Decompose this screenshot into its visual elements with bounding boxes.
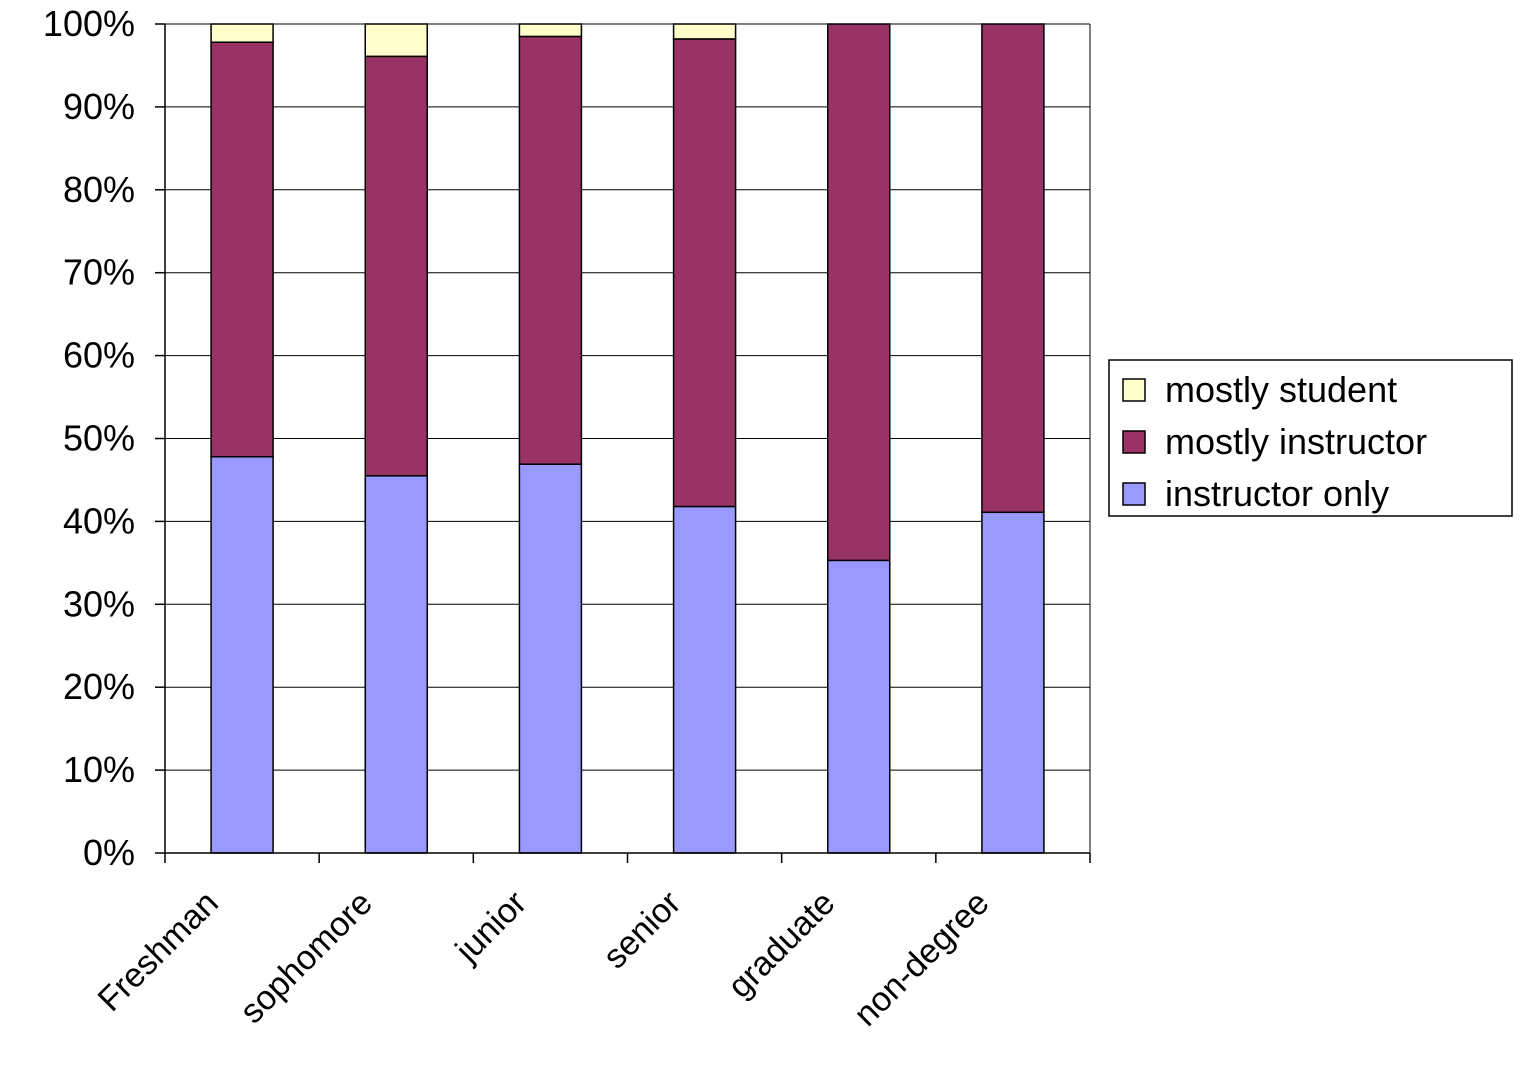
y-tick-labels: 0% 10% 20% 30% 40% 50% 60% 70% 80% 90% 100% bbox=[43, 3, 135, 873]
y-tick-label: 40% bbox=[63, 500, 135, 541]
bar-senior-mostly-instructor bbox=[672, 38, 737, 508]
bar-graduate-mostly-instructor bbox=[827, 23, 891, 562]
bar-freshman-instructor-only bbox=[210, 455, 274, 854]
legend-box bbox=[1108, 359, 1513, 517]
bar-non-degree-instructor-only bbox=[981, 511, 1045, 854]
legend: mostly student mostly instructor instructo… bbox=[1108, 359, 1513, 517]
x-tick-label-sophomore: sophomore bbox=[233, 884, 380, 1031]
legend-label-mostly-instructor: mostly instructor bbox=[1165, 421, 1427, 462]
y-tick-label: 70% bbox=[63, 252, 135, 293]
legend-label-mostly-student: mostly student bbox=[1165, 369, 1397, 410]
bar-junior-mostly-student bbox=[518, 23, 583, 38]
bars bbox=[210, 23, 1045, 854]
bar-senior-instructor-only bbox=[672, 505, 737, 854]
legend-swatch-instructor-only bbox=[1122, 482, 1146, 506]
x-tick-labels: Freshman sophomore junior senior graduate non… bbox=[91, 884, 997, 1034]
y-tick-label: 0% bbox=[83, 832, 135, 873]
bar-graduate-instructor-only bbox=[827, 559, 891, 854]
bar-sophomore-mostly-instructor bbox=[364, 55, 428, 477]
y-tick-label: 100% bbox=[43, 3, 135, 44]
axes bbox=[155, 23, 1091, 863]
bar-junior-instructor-only bbox=[518, 463, 583, 854]
legend-label-instructor-only: instructor only bbox=[1165, 473, 1389, 514]
bar-sophomore-instructor-only bbox=[364, 475, 428, 854]
y-tick-label: 50% bbox=[63, 418, 135, 459]
y-tick-label: 80% bbox=[63, 169, 135, 210]
y-tick-label: 10% bbox=[63, 749, 135, 790]
bar-non-degree-mostly-instructor bbox=[981, 23, 1045, 514]
bar-sophomore-mostly-student bbox=[364, 23, 428, 58]
bar-senior-mostly-student bbox=[672, 23, 737, 40]
x-tick-label-senior: senior bbox=[596, 884, 688, 976]
y-tick-label: 90% bbox=[63, 86, 135, 127]
x-tick-label-graduate: graduate bbox=[721, 884, 843, 1006]
x-tick-label-freshman: Freshman bbox=[91, 884, 226, 1019]
x-tick-label-junior: junior bbox=[448, 884, 534, 970]
gridlines bbox=[165, 23, 1090, 771]
bar-freshman-mostly-instructor bbox=[210, 41, 274, 458]
y-tick-label: 30% bbox=[63, 583, 135, 624]
legend-swatch-mostly-student bbox=[1122, 378, 1146, 402]
legend-swatch-mostly-instructor bbox=[1122, 430, 1146, 454]
x-tick-label-non-degree: non-degree bbox=[847, 884, 997, 1034]
y-tick-label: 20% bbox=[63, 666, 135, 707]
y-tick-label: 60% bbox=[63, 335, 135, 376]
bar-junior-mostly-instructor bbox=[518, 35, 583, 465]
bar-freshman-mostly-student bbox=[210, 23, 274, 43]
